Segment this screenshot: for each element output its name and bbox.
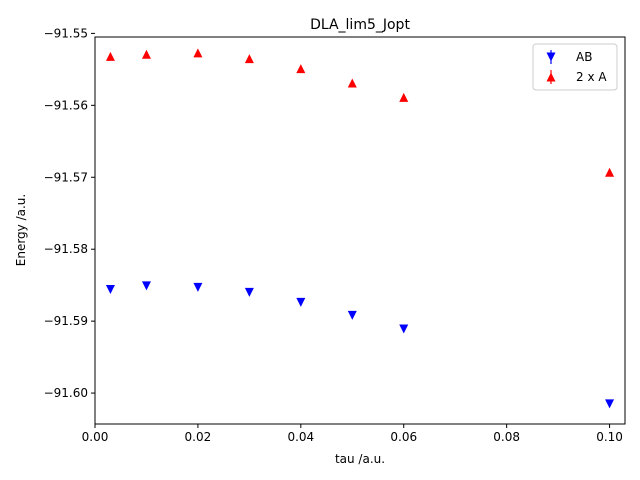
- data-point: [105, 51, 115, 61]
- x-tick-label: 0.06: [390, 430, 417, 444]
- data-point: [105, 284, 115, 294]
- legend-marker: [546, 52, 556, 62]
- data-point: [193, 48, 203, 58]
- series-2xa: [105, 48, 615, 177]
- data-point: [605, 399, 615, 409]
- x-tick-label: 0.10: [596, 430, 623, 444]
- data-point: [399, 324, 409, 334]
- y-tick-label: −91.59: [44, 314, 88, 328]
- y-tick-label: −91.60: [44, 386, 88, 400]
- y-tick-label: −91.58: [44, 242, 88, 256]
- data-point: [244, 287, 254, 297]
- data-point: [244, 54, 254, 64]
- plot-area: [94, 36, 626, 425]
- data-point: [399, 92, 409, 102]
- data-point: [347, 78, 357, 88]
- legend-label: AB: [576, 50, 592, 64]
- chart-title: DLA_lim5_Jopt: [310, 17, 410, 33]
- legend: AB 2 x A: [532, 43, 618, 91]
- y-tick-label: −91.55: [44, 26, 88, 40]
- data-point: [193, 282, 203, 292]
- x-tick-label: 0.00: [82, 430, 109, 444]
- data-point: [605, 167, 615, 177]
- data-point: [347, 310, 357, 320]
- y-axis: −91.55 −91.56 −91.57 −91.58 −91.59 −91.60: [44, 26, 95, 400]
- x-tick-label: 0.02: [185, 430, 212, 444]
- x-axis: 0.00 0.02 0.04 0.06 0.08 0.10: [82, 424, 623, 444]
- data-point: [296, 64, 306, 74]
- y-axis-title: Energy /a.u.: [14, 194, 28, 266]
- legend-label: 2 x A: [576, 70, 607, 84]
- series-ab: [105, 281, 615, 409]
- data-point: [296, 297, 306, 307]
- x-tick-label: 0.08: [493, 430, 520, 444]
- axes-frame: [94, 36, 626, 425]
- y-tick-label: −91.57: [44, 170, 88, 184]
- y-tick-label: −91.56: [44, 98, 88, 112]
- data-point: [141, 281, 151, 291]
- data-point: [141, 49, 151, 59]
- data-markers: [105, 48, 615, 409]
- x-tick-label: 0.04: [287, 430, 314, 444]
- legend-marker: [546, 72, 556, 82]
- x-axis-title: tau /a.u.: [335, 452, 385, 466]
